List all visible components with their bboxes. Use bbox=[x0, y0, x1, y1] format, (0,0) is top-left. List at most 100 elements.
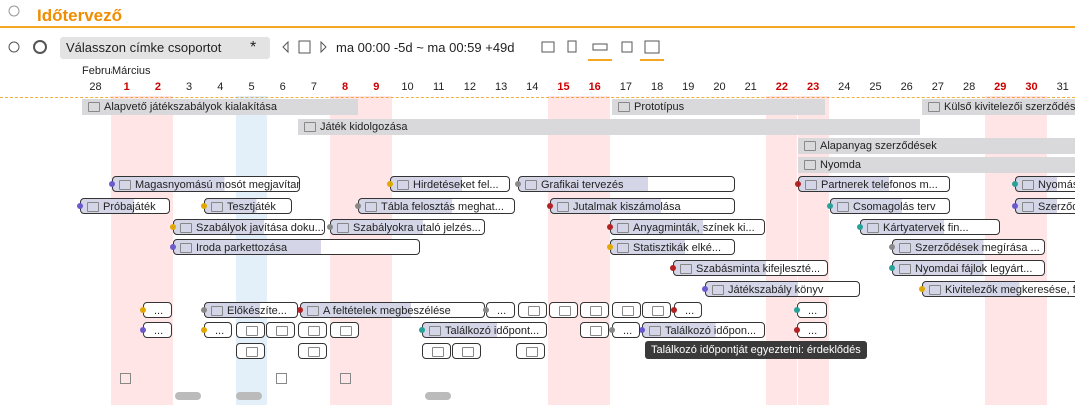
day-label: 28 bbox=[962, 81, 976, 93]
task-icon bbox=[618, 102, 630, 112]
task-bar: Nyomdai fájlok legyárt... bbox=[892, 260, 1045, 276]
task-icon bbox=[308, 347, 320, 357]
day-label: 13 bbox=[494, 81, 508, 93]
status-dot bbox=[827, 203, 833, 209]
task-icon bbox=[211, 306, 223, 316]
task-bar: Hirdetéseket fel... bbox=[390, 176, 510, 192]
status-dot bbox=[639, 327, 645, 333]
task-icon bbox=[119, 180, 131, 190]
tooltip: Találkozó időpontját egyeztetni: érdeklő… bbox=[645, 341, 867, 359]
task-bar: Szabályokra utaló jelzés... bbox=[330, 219, 485, 235]
day-label: 19 bbox=[682, 81, 695, 93]
task-icon bbox=[397, 180, 409, 190]
task-bar: Tesztjáték bbox=[204, 198, 292, 214]
status-dot bbox=[889, 265, 895, 271]
task-icon bbox=[211, 202, 223, 212]
header-divider bbox=[0, 97, 1075, 98]
day-label: 7 bbox=[310, 81, 317, 93]
note-icon bbox=[276, 373, 287, 384]
avatar-group bbox=[425, 392, 451, 400]
icon-box bbox=[298, 343, 327, 359]
status-dot bbox=[201, 307, 207, 313]
status-dot bbox=[140, 327, 146, 333]
task-icon bbox=[899, 243, 911, 253]
task-bar: Statisztikák elké... bbox=[610, 239, 735, 255]
task-bar: ... bbox=[204, 322, 232, 338]
day-label: 1 bbox=[123, 81, 130, 93]
day-label: 18 bbox=[650, 81, 664, 93]
tag-group-select[interactable]: Válasszon címke csoportot bbox=[60, 37, 270, 59]
task-bar: ... bbox=[797, 322, 827, 338]
task-bar: Anyagminták, színek ki... bbox=[610, 219, 765, 235]
day-label: 29 bbox=[994, 81, 1007, 93]
status-dot bbox=[1012, 203, 1018, 209]
task-bar: ... bbox=[612, 322, 640, 338]
task-bar: Próbajáték bbox=[80, 198, 170, 214]
icon-box bbox=[580, 322, 609, 338]
task-icon bbox=[929, 285, 941, 295]
task-icon bbox=[590, 326, 602, 336]
weekend-column bbox=[548, 96, 579, 405]
task-icon bbox=[180, 243, 192, 253]
status-dot bbox=[201, 203, 207, 209]
task-icon bbox=[1022, 180, 1034, 190]
toolbar-icons bbox=[8, 5, 664, 61]
icon-box bbox=[236, 322, 265, 338]
day-label: 21 bbox=[744, 81, 757, 93]
icon-box bbox=[298, 322, 327, 338]
task-icon bbox=[462, 347, 474, 357]
day-label: 15 bbox=[557, 81, 570, 93]
header-rule bbox=[0, 26, 1075, 28]
star-button[interactable]: * bbox=[250, 39, 257, 56]
date-range[interactable]: ma 00:00 -5d ~ ma 00:59 +49d bbox=[336, 40, 515, 55]
task-bar: ... bbox=[143, 302, 172, 318]
group-bar: Alapvető játékszabályok kialakítása bbox=[82, 99, 358, 115]
day-label: 26 bbox=[900, 81, 913, 93]
icon-box bbox=[612, 302, 641, 318]
status-dot bbox=[919, 286, 925, 292]
task-bar: Találkozó időpon... bbox=[642, 322, 765, 338]
status-dot bbox=[607, 224, 613, 230]
task-icon bbox=[429, 326, 441, 336]
task-bar: Magasnyomású mosót megjavítani bbox=[112, 176, 300, 192]
task-icon bbox=[559, 306, 571, 316]
day-label: 17 bbox=[619, 81, 633, 93]
group-bar: Prototípus bbox=[612, 99, 825, 115]
avatar-group bbox=[236, 392, 262, 400]
task-icon bbox=[617, 243, 629, 253]
icon-box bbox=[642, 302, 671, 318]
weekend-column bbox=[579, 96, 611, 405]
day-label: 22 bbox=[775, 81, 789, 93]
status-dot bbox=[387, 181, 393, 187]
task-icon bbox=[805, 180, 817, 190]
task-bar: Szerződések megírása ... bbox=[892, 239, 1045, 255]
status-dot bbox=[77, 203, 83, 209]
task-icon bbox=[365, 202, 377, 212]
status-dot bbox=[170, 224, 176, 230]
task-icon bbox=[622, 306, 634, 316]
task-icon bbox=[590, 306, 602, 316]
day-label: 16 bbox=[588, 81, 601, 93]
day-label: 10 bbox=[401, 81, 414, 93]
task-bar: Előkészíte... bbox=[204, 302, 298, 318]
task-icon bbox=[87, 202, 99, 212]
day-label: 25 bbox=[869, 81, 882, 93]
weekend-column bbox=[111, 96, 143, 405]
task-icon bbox=[712, 285, 724, 295]
task-icon bbox=[307, 306, 319, 316]
status-dot bbox=[794, 327, 800, 333]
task-bar: Iroda parkettozása bbox=[173, 239, 420, 255]
task-icon bbox=[276, 326, 288, 336]
day-label: 6 bbox=[279, 81, 286, 93]
task-bar: Találkozó időpont... bbox=[422, 322, 547, 338]
task-bar: Csomagolás terv bbox=[830, 198, 950, 214]
status-dot bbox=[419, 327, 425, 333]
group-bar: Nyomda bbox=[798, 157, 1075, 173]
icon-box bbox=[266, 322, 295, 338]
task-icon bbox=[88, 102, 100, 112]
task-bar: ... bbox=[486, 302, 515, 318]
task-bar: Jutalmak kiszámolása bbox=[550, 198, 735, 214]
icon-box bbox=[422, 343, 451, 359]
day-label: 20 bbox=[713, 81, 726, 93]
group-bar: Alapanyag szerződések bbox=[798, 138, 1075, 154]
